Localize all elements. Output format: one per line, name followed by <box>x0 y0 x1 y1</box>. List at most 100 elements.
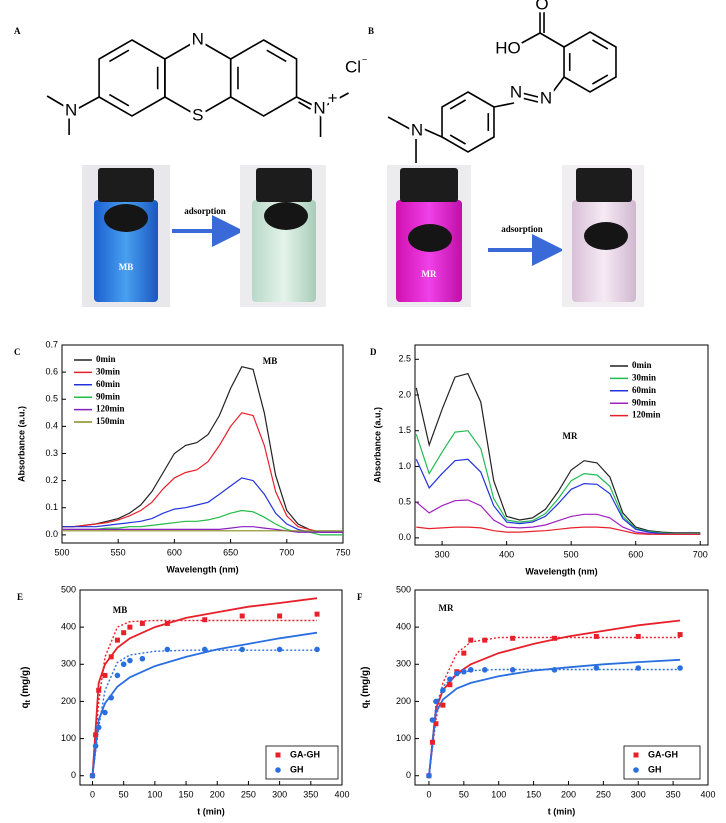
x-tick-label: 600 <box>167 547 182 557</box>
bond <box>296 96 313 106</box>
marker <box>429 717 436 723</box>
x-tick-label: 0 <box>426 789 431 799</box>
panel-label: A <box>14 26 21 36</box>
marker <box>121 630 127 636</box>
marker <box>164 620 170 626</box>
bond <box>46 95 70 110</box>
legend-label: GA-GH <box>290 749 320 759</box>
y-tick-label: 0.0 <box>398 532 411 542</box>
ring <box>563 31 617 93</box>
series-line <box>62 366 343 533</box>
legend-label: 60min <box>632 385 656 395</box>
legend-marker <box>633 752 639 758</box>
x-tick-label: 100 <box>147 789 162 799</box>
series-line <box>415 372 701 534</box>
x-tick-label: 200 <box>561 789 576 799</box>
x-tick-label: 700 <box>693 549 708 559</box>
x-tick-label: 400 <box>700 789 715 799</box>
legend-marker <box>275 767 281 773</box>
y-tick-label: 0.4 <box>45 421 58 431</box>
legend-label: 120min <box>632 410 661 420</box>
marker <box>164 646 171 653</box>
x-axis-label: t (min) <box>197 806 225 816</box>
atom-label: N <box>510 82 522 101</box>
vial-label: MR <box>422 269 437 279</box>
legend-label: 90min <box>96 391 120 401</box>
y-tick-label: 0.0 <box>45 529 58 539</box>
marker <box>96 687 102 693</box>
vial-label: MB <box>119 262 134 272</box>
marker <box>481 667 488 673</box>
marker <box>114 672 121 679</box>
x-axis-label: Wavelength (nm) <box>525 566 597 576</box>
bond <box>298 101 311 110</box>
legend-label: GH <box>648 764 662 774</box>
marker <box>201 646 208 653</box>
y-axis-label: Absorbance (a.u.) <box>372 407 382 483</box>
legend-box <box>623 745 701 780</box>
marker <box>239 613 245 619</box>
x-tick-label: 600 <box>628 549 643 559</box>
marker <box>108 654 114 660</box>
x-tick-label: 300 <box>272 789 287 799</box>
y-tick-label: 2.0 <box>398 389 411 399</box>
fit-line <box>91 649 317 776</box>
y-tick-label: 200 <box>396 696 411 706</box>
bond <box>387 116 411 130</box>
legend-label: 150min <box>96 416 125 426</box>
vial-cap <box>98 168 154 202</box>
marker <box>447 676 453 682</box>
marker <box>314 646 320 653</box>
marker <box>433 721 439 727</box>
marker <box>461 650 467 656</box>
x-tick-label: 250 <box>596 789 611 799</box>
y-axis-label-part: (mg/g) <box>20 667 31 698</box>
y-tick-label: 0.7 <box>45 339 58 349</box>
x-tick-label: 150 <box>179 789 194 799</box>
y-axis-label-part: t <box>365 699 372 702</box>
vial-cap <box>400 168 458 202</box>
x-tick-label: 350 <box>303 789 318 799</box>
legend-label: 30min <box>96 366 120 376</box>
x-tick-label: 250 <box>241 789 256 799</box>
annotation: MB <box>113 605 128 615</box>
y-tick-label: 400 <box>396 622 411 632</box>
y-tick-label: 0 <box>71 770 76 780</box>
adsorbent <box>408 224 452 252</box>
x-tick-label: 550 <box>111 547 126 557</box>
series-line <box>415 430 701 535</box>
bond <box>517 32 541 46</box>
marker <box>593 665 600 671</box>
marker <box>440 687 446 694</box>
y-tick-label: 200 <box>61 696 76 706</box>
marker <box>102 672 108 678</box>
bond <box>592 74 609 85</box>
legend-label: 0min <box>632 360 652 370</box>
bond <box>539 32 565 48</box>
x-tick-label: 300 <box>435 549 450 559</box>
legend-label: 90min <box>632 397 656 407</box>
marker <box>677 665 683 671</box>
fit-line <box>91 631 318 776</box>
marker <box>440 702 446 708</box>
marker <box>102 709 108 716</box>
x-tick-label: 400 <box>334 789 349 799</box>
marker <box>426 772 432 779</box>
ring <box>229 39 298 117</box>
series-line <box>62 526 343 533</box>
legend-marker <box>275 752 281 758</box>
atom-label: + <box>328 88 338 107</box>
adsorbent <box>264 202 308 230</box>
bond <box>551 76 565 94</box>
panel-label: F <box>357 592 363 602</box>
ring <box>441 91 495 153</box>
bond <box>76 96 100 110</box>
marker <box>276 646 283 653</box>
annotation: MB <box>263 356 278 366</box>
marker <box>108 694 114 701</box>
x-tick-label: 150 <box>526 789 541 799</box>
marker <box>277 613 283 619</box>
y-tick-label: 500 <box>61 584 76 594</box>
y-tick-label: 0.1 <box>45 502 58 512</box>
